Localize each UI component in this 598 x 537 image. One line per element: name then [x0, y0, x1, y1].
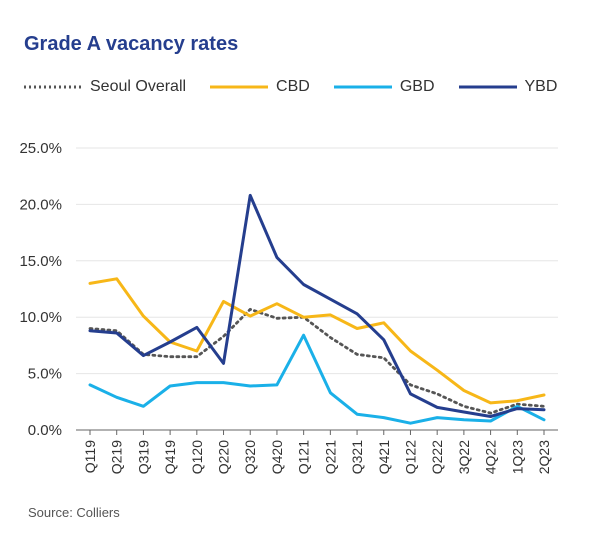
y-tick-label: 0.0%	[28, 422, 62, 439]
legend-swatch-gbd	[333, 85, 392, 89]
x-tick-label: Q220	[216, 440, 232, 474]
legend-label-gbd: GBD	[399, 78, 435, 95]
x-tick-label: Q321	[349, 440, 365, 474]
x-tick-label: Q420	[269, 440, 285, 474]
source-note: Source: Colliers	[28, 505, 120, 520]
series-line-ybd	[88, 193, 546, 418]
legend-swatch-cbd	[210, 85, 269, 89]
y-tick-label: 10.0%	[19, 309, 62, 326]
legend-label-ybd: YBD	[524, 78, 558, 95]
series-line-cbd	[88, 277, 546, 405]
x-tick-label: 4Q22	[483, 440, 499, 474]
y-tick-label: 5.0%	[28, 366, 62, 383]
legend-item-cbd: CBD	[208, 78, 310, 96]
x-tick-label: Q119	[82, 440, 98, 473]
x-tick-label: Q320	[242, 440, 258, 474]
x-tick-label: Q221	[322, 440, 338, 474]
x-tick-label: Q222	[429, 440, 445, 474]
legend-swatch-ybd	[458, 85, 517, 89]
series-line-gbd	[88, 333, 546, 425]
legend-label-cbd: CBD	[276, 78, 310, 95]
y-tick-label: 25.0%	[19, 140, 62, 157]
x-tick-label: 3Q22	[456, 440, 472, 474]
x-tick-label: Q319	[135, 440, 151, 474]
series-line-seoul-overall	[88, 307, 546, 415]
y-tick-label: 20.0%	[19, 196, 62, 213]
x-tick-label: Q120	[189, 440, 205, 474]
chart-title: Grade A vacancy rates	[24, 33, 239, 55]
x-tick-label: Q219	[109, 440, 125, 474]
chart-legend: Seoul Overall CBD GBD YBD	[22, 78, 579, 96]
x-tick-label: Q121	[296, 440, 312, 474]
legend-item-seoul-overall: Seoul Overall	[22, 78, 186, 96]
x-tick-label: Q421	[376, 440, 392, 474]
legend-label-seoul-overall: Seoul Overall	[90, 78, 187, 95]
x-tick-label: 2Q23	[536, 440, 552, 474]
x-tick-label: 1Q23	[509, 440, 525, 474]
x-tick-label: Q122	[402, 440, 418, 474]
legend-item-gbd: GBD	[332, 78, 435, 96]
y-tick-label: 15.0%	[19, 253, 62, 270]
x-tick-label: Q419	[162, 440, 178, 474]
legend-item-ybd: YBD	[457, 78, 558, 96]
